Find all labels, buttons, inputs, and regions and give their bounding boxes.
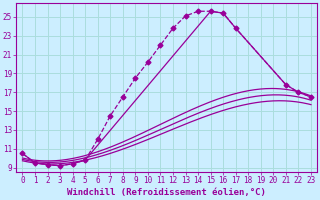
X-axis label: Windchill (Refroidissement éolien,°C): Windchill (Refroidissement éolien,°C) (67, 188, 266, 197)
